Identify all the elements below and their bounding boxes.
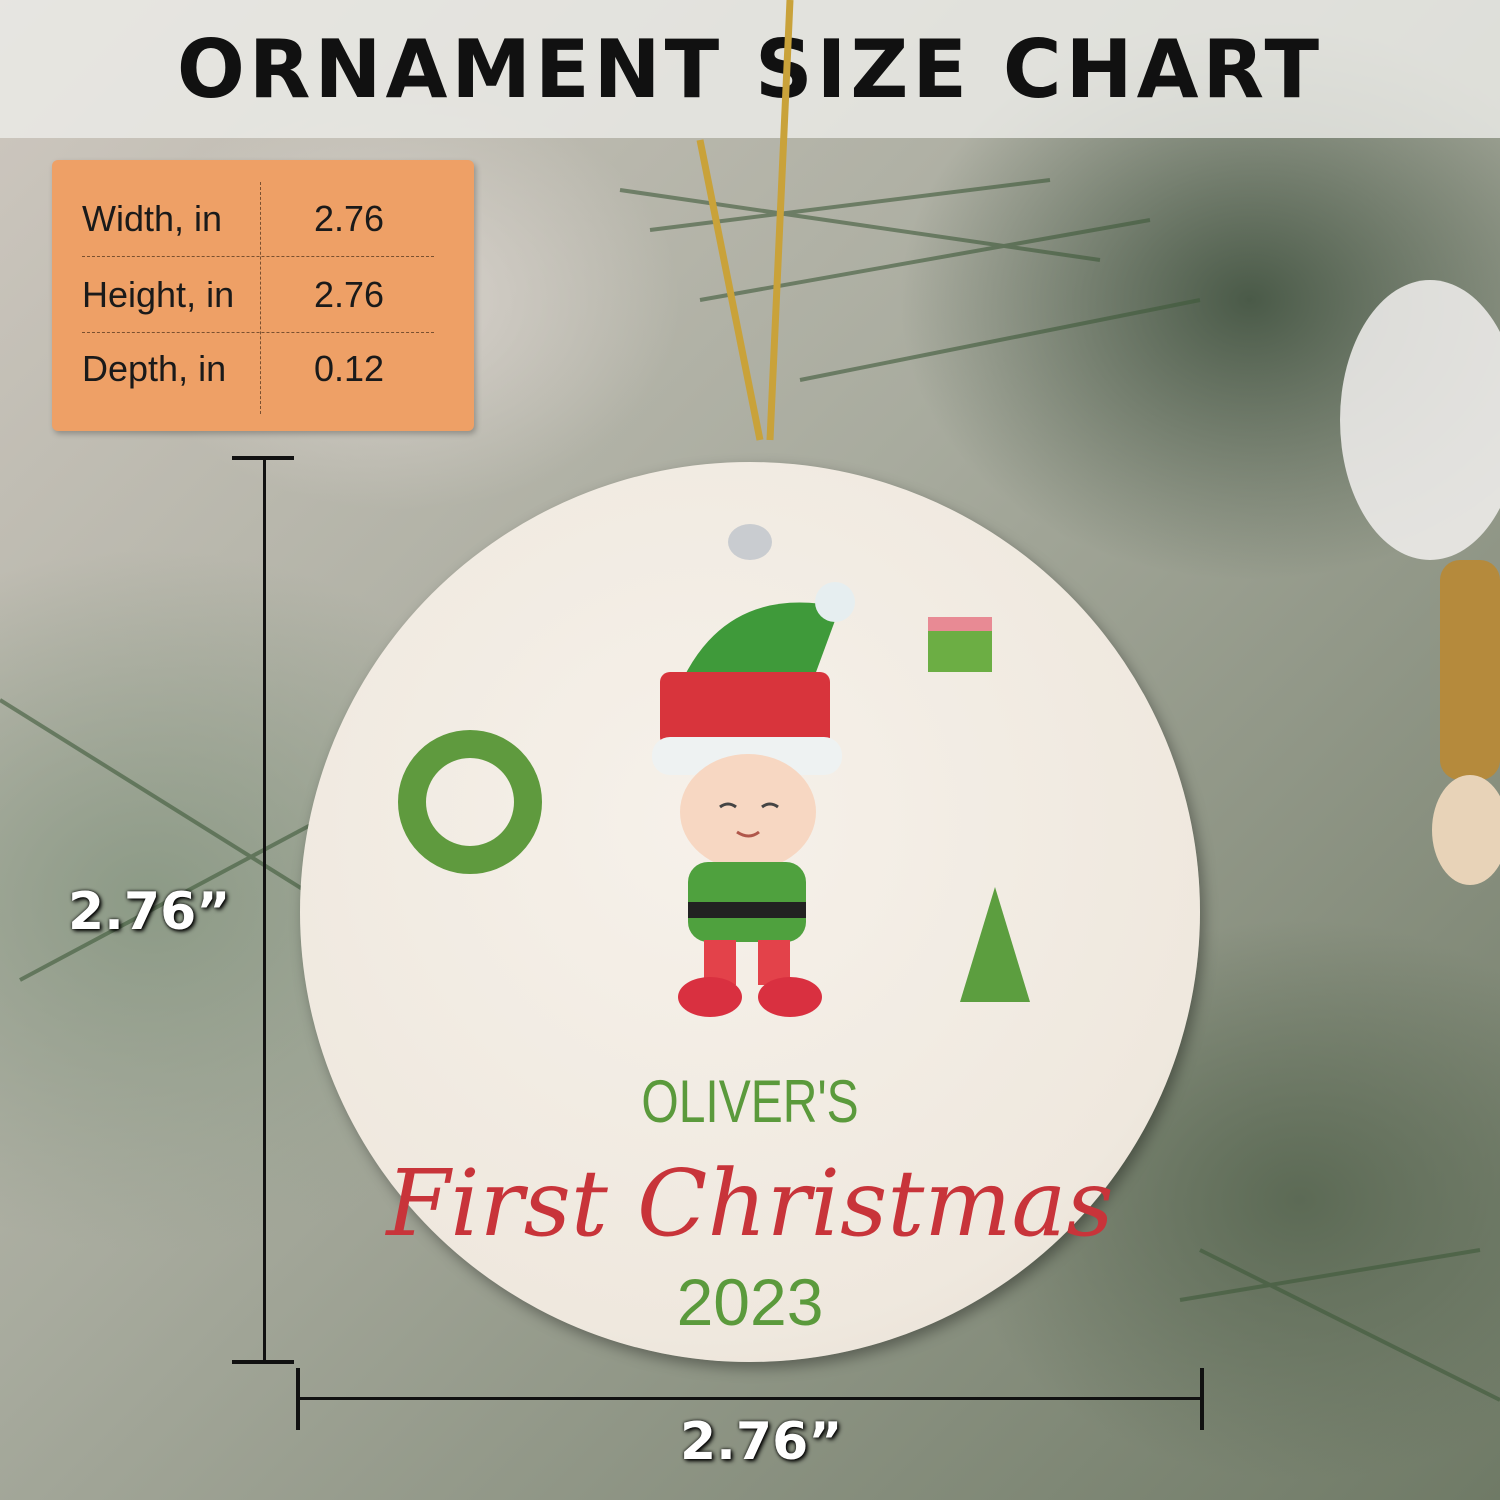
ornament-year: 2023 [676, 1265, 824, 1339]
table-row: Width, in 2.76 [82, 182, 434, 257]
row-value: 0.12 [314, 348, 385, 389]
table-row: Depth, in 0.12 [82, 332, 434, 406]
page-title: ORNAMENT SIZE CHART [176, 22, 1324, 116]
height-dimension-cap-bottom [232, 1360, 294, 1364]
row-label: Height, in [82, 274, 235, 315]
column-divider [260, 182, 261, 414]
ornament-phrase: First Christmas [386, 1150, 1114, 1257]
elf-face [680, 754, 816, 870]
elf-illustration [398, 524, 1030, 1017]
row-value: 2.76 [314, 198, 385, 239]
width-dimension-cap-right [1200, 1368, 1204, 1430]
size-table: Width, in 2.76 Height, in 2.76 Depth, in… [52, 160, 474, 431]
height-dimension-cap-top [232, 456, 294, 460]
width-label: 2.76” [680, 1412, 843, 1472]
row-value: 2.76 [314, 274, 385, 315]
height-dimension-line [263, 457, 266, 1362]
row-label: Width, in [82, 198, 223, 239]
wreath-icon [398, 730, 542, 874]
width-dimension-line [298, 1397, 1202, 1400]
table-row: Height, in 2.76 [82, 258, 434, 333]
row-label: Depth, in [82, 348, 227, 389]
height-label: 2.76” [68, 882, 231, 942]
tree-icon [960, 887, 1030, 1002]
ornament-name: OLIVER'S [641, 1068, 859, 1135]
title-band: ORNAMENT SIZE CHART [0, 0, 1500, 138]
ornament: OLIVER'S First Christmas 2023 [300, 462, 1200, 1362]
width-dimension-cap-left [296, 1368, 300, 1430]
